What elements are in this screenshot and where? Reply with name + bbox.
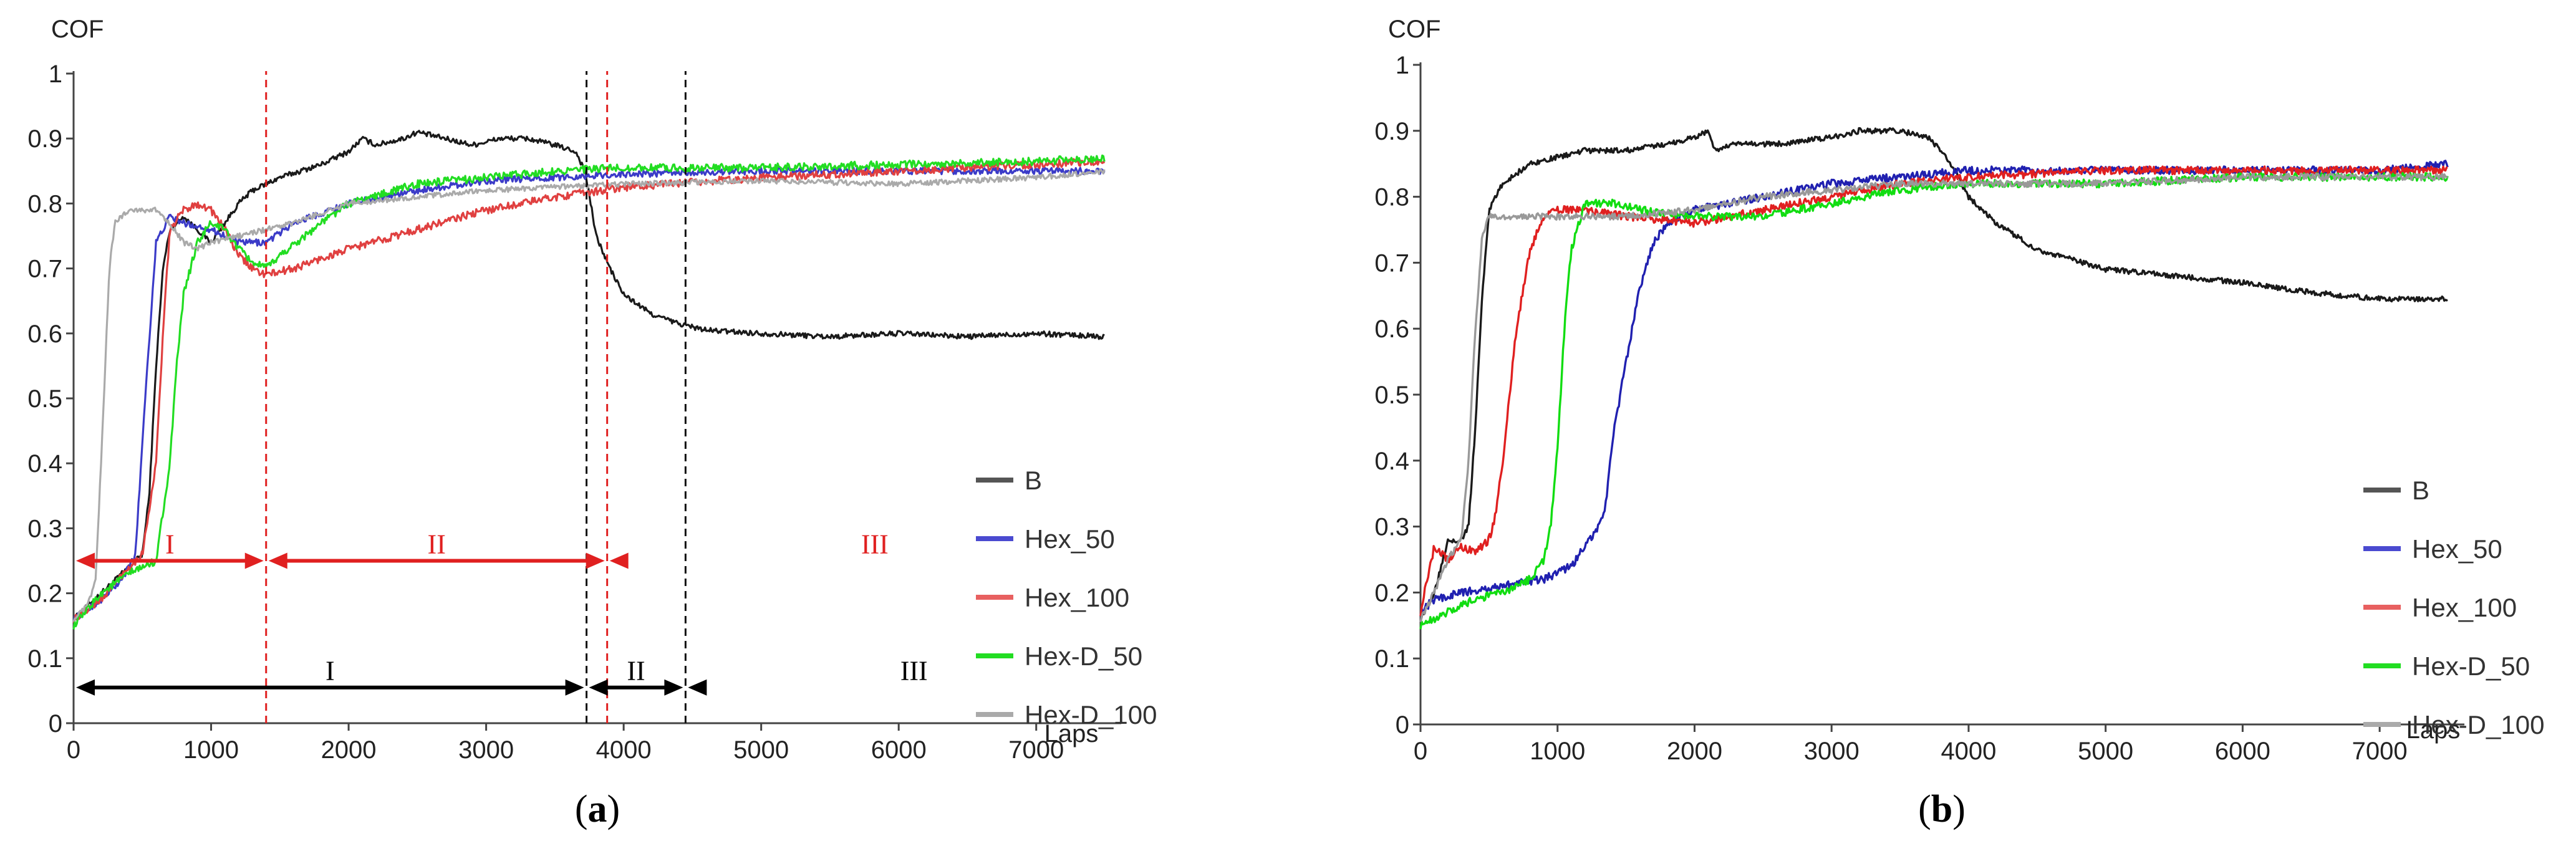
arrowhead-left — [688, 679, 707, 696]
x-tick-label: 1000 — [1530, 738, 1585, 765]
region-label-black-i: I — [326, 656, 335, 686]
legend-label-hex-d-50: Hex-D_50 — [2412, 651, 2530, 681]
x-tick-label: 0 — [1414, 738, 1427, 765]
legend-label-hex-50: Hex_50 — [2412, 534, 2502, 564]
region-label-black-iii: III — [900, 656, 928, 686]
y-tick-label: 0 — [49, 710, 62, 738]
y-tick-label: 0.7 — [1374, 249, 1409, 277]
series-line-b — [72, 130, 1105, 623]
y-tick-label: 0.7 — [27, 256, 62, 283]
y-tick-label: 0.3 — [27, 515, 62, 542]
y-tick-label: 0.2 — [27, 580, 62, 608]
y-axis-label: COF — [51, 16, 104, 43]
y-tick-label: 0.4 — [27, 450, 62, 478]
y-tick-label: 0.9 — [1374, 118, 1409, 145]
x-tick-label: 2000 — [1667, 738, 1722, 765]
x-tick-label: 4000 — [596, 736, 652, 764]
arrowhead-right — [565, 679, 584, 696]
arrowhead-right — [664, 679, 683, 696]
x-tick-label: 6000 — [2215, 738, 2270, 765]
y-tick-label: 1 — [1396, 52, 1409, 79]
x-tick-label: 6000 — [871, 736, 927, 764]
panel-label-open: ( — [1918, 788, 1931, 830]
panel-b-chart: 0 0.1 0.2 0.3 0.4 0.5 0.6 0.7 0.8 0.9 1 0 1000 2000 30… — [1374, 16, 2544, 830]
x-tick-label: 1000 — [183, 736, 239, 764]
x-tick-label: 7000 — [1008, 736, 1064, 764]
y-tick-label: 0.4 — [1374, 448, 1409, 475]
panel-label-close: ) — [607, 788, 620, 830]
series-line-hex-d-50 — [72, 154, 1106, 630]
arrowhead-left — [609, 552, 629, 569]
x-tick-label: 3000 — [458, 736, 514, 764]
y-tick-label: 0.8 — [27, 190, 62, 218]
region-label-red-iii: III — [861, 529, 889, 559]
y-tick-label: 1 — [49, 60, 62, 88]
y-tick-label: 0.5 — [27, 385, 62, 413]
y-tick-label: 0 — [1396, 711, 1409, 739]
y-tick-label: 0.5 — [1374, 382, 1409, 409]
y-tick-label: 0.1 — [1374, 645, 1409, 673]
x-tick-label: 2000 — [321, 736, 377, 764]
x-axis-label: Laps — [2406, 716, 2461, 744]
legend-label-hex-d-100: Hex-D_100 — [1025, 700, 1157, 729]
series-line-hex-50 — [1419, 160, 2449, 617]
legend-label-hex-50: Hex_50 — [1025, 524, 1115, 554]
y-tick-label: 0.1 — [27, 645, 62, 673]
y-tick-label: 0.6 — [27, 320, 62, 348]
legend-label-b: B — [2412, 476, 2429, 505]
y-axis-label: COF — [1388, 16, 1440, 43]
series-line-b — [1419, 127, 2448, 622]
y-tick-label: 0.8 — [1374, 184, 1409, 211]
legend-label-hex-d-50: Hex-D_50 — [1025, 642, 1142, 671]
region-label-red-i: I — [165, 529, 175, 559]
arrowhead-left — [268, 552, 287, 569]
legend-label-hex-100: Hex_100 — [2412, 593, 2517, 622]
legend-label-hex-d-100: Hex-D_100 — [2412, 710, 2544, 739]
legend-label-b: B — [1025, 466, 1042, 495]
panel-label-letter: b — [1931, 788, 1952, 830]
arrowhead-right — [586, 552, 605, 569]
arrowhead-right — [244, 552, 264, 569]
y-tick-label: 0.2 — [1374, 579, 1409, 607]
x-tick-label: 4000 — [1941, 738, 1996, 765]
region-label-red-ii: II — [428, 529, 446, 559]
x-tick-label: 5000 — [733, 736, 789, 764]
panel-label: (b) — [1918, 788, 1966, 830]
x-tick-label: 7000 — [2352, 738, 2408, 765]
series-line-hex-100 — [1419, 165, 2448, 617]
y-tick-label: 0.6 — [1374, 315, 1409, 343]
x-axis-label: Laps — [1044, 720, 1099, 748]
series-line-hex-100 — [72, 158, 1106, 623]
y-tick-label: 0.9 — [27, 125, 62, 153]
y-tick-label: 0.3 — [1374, 514, 1409, 541]
x-tick-label: 0 — [67, 736, 80, 764]
series-line-hex-d-100 — [1419, 173, 2448, 622]
arrowhead-left — [76, 679, 95, 696]
panel-label-close: ) — [1952, 788, 1966, 830]
panel-a-chart: 0 0.1 0.2 0.3 0.4 0.5 0.6 0.7 0.8 0.9 1 0 1000 2000 30… — [27, 16, 1157, 830]
panel-label-letter: a — [588, 788, 607, 830]
x-tick-label: 5000 — [2078, 738, 2133, 765]
panel-label-open: ( — [575, 788, 588, 830]
panel-label: (a) — [575, 788, 620, 830]
region-label-black-ii: II — [627, 656, 645, 686]
series-line-hex-d-100 — [72, 168, 1106, 622]
x-tick-label: 3000 — [1804, 738, 1860, 765]
arrowhead-left — [76, 552, 95, 569]
arrowhead-left — [589, 679, 608, 696]
legend-label-hex-100: Hex_100 — [1025, 583, 1129, 612]
